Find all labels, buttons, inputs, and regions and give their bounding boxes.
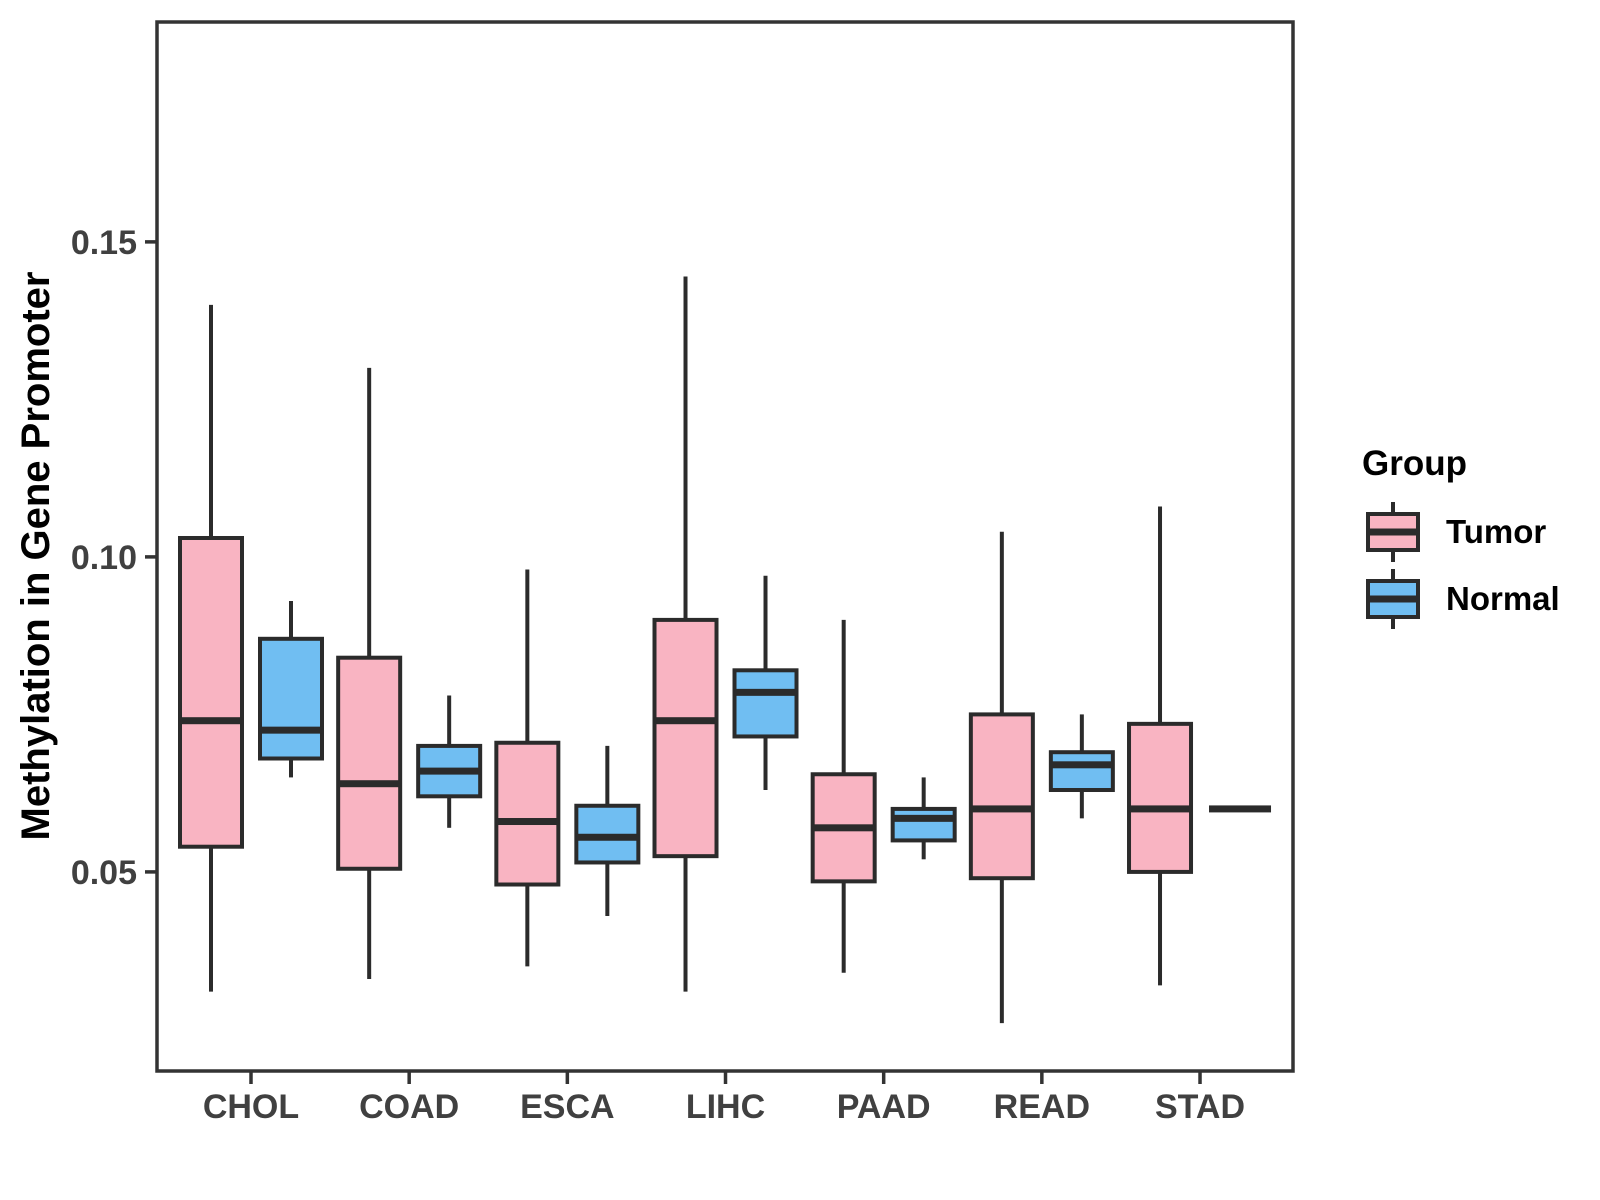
median-line-tumor-paad (812, 824, 875, 832)
box-tumor-chol (178, 535, 244, 849)
median-line-tumor-chol (180, 717, 242, 725)
y-tick-label: 0.10 (71, 539, 137, 577)
x-tick-label-paad: PAAD (837, 1088, 931, 1126)
median-line-tumor-coad (338, 780, 401, 788)
legend-item-tumor: Tumor (1360, 498, 1560, 565)
y-axis-title: Methylation in Gene Promoter (14, 271, 58, 841)
box-tumor-lihc (652, 617, 719, 859)
box-normal-paad (890, 806, 957, 843)
median-line-normal-esca (576, 833, 639, 841)
legend-title: Group (1362, 444, 1467, 483)
legend-label-normal: Normal (1446, 579, 1560, 617)
box-tumor-coad (336, 655, 403, 871)
median-line-normal-stad (1209, 805, 1272, 813)
box-tumor-read (968, 712, 1035, 881)
median-line-tumor-lihc (654, 717, 717, 725)
legend-item-normal: Normal (1360, 565, 1560, 632)
y-tick-label: 0.15 (71, 224, 137, 262)
y-tick-label: 0.05 (71, 854, 137, 892)
x-tick-label-coad: COAD (359, 1088, 459, 1126)
legend-label-tumor: Tumor (1446, 512, 1547, 550)
normal-boxplot-key-icon (1366, 568, 1420, 629)
box-tumor-esca (494, 740, 561, 887)
x-tick-label-read: READ (994, 1088, 1090, 1126)
tumor-boxplot-key-icon (1366, 501, 1420, 562)
median-line-tumor-esca (496, 818, 559, 826)
median-line-normal-lihc (734, 688, 797, 696)
plot-panel-border (155, 20, 1295, 1073)
x-tick-label-esca: ESCA (520, 1088, 614, 1126)
median-line-normal-read (1050, 761, 1113, 769)
box-normal-chol (258, 636, 324, 761)
median-line-tumor-stad (1129, 805, 1192, 813)
box-tumor-stad (1127, 721, 1194, 874)
box-normal-lihc (732, 668, 799, 739)
box-normal-read (1048, 750, 1115, 793)
median-line-normal-chol (260, 726, 322, 734)
legend: Group Tumor Normal (1360, 444, 1560, 632)
x-tick-label-stad: STAD (1155, 1088, 1245, 1126)
median-line-tumor-read (970, 805, 1033, 813)
x-tick-label-chol: CHOL (203, 1088, 299, 1126)
median-line-normal-coad (418, 767, 481, 775)
median-line-normal-paad (892, 814, 955, 822)
x-tick-label-lihc: LIHC (686, 1088, 765, 1126)
